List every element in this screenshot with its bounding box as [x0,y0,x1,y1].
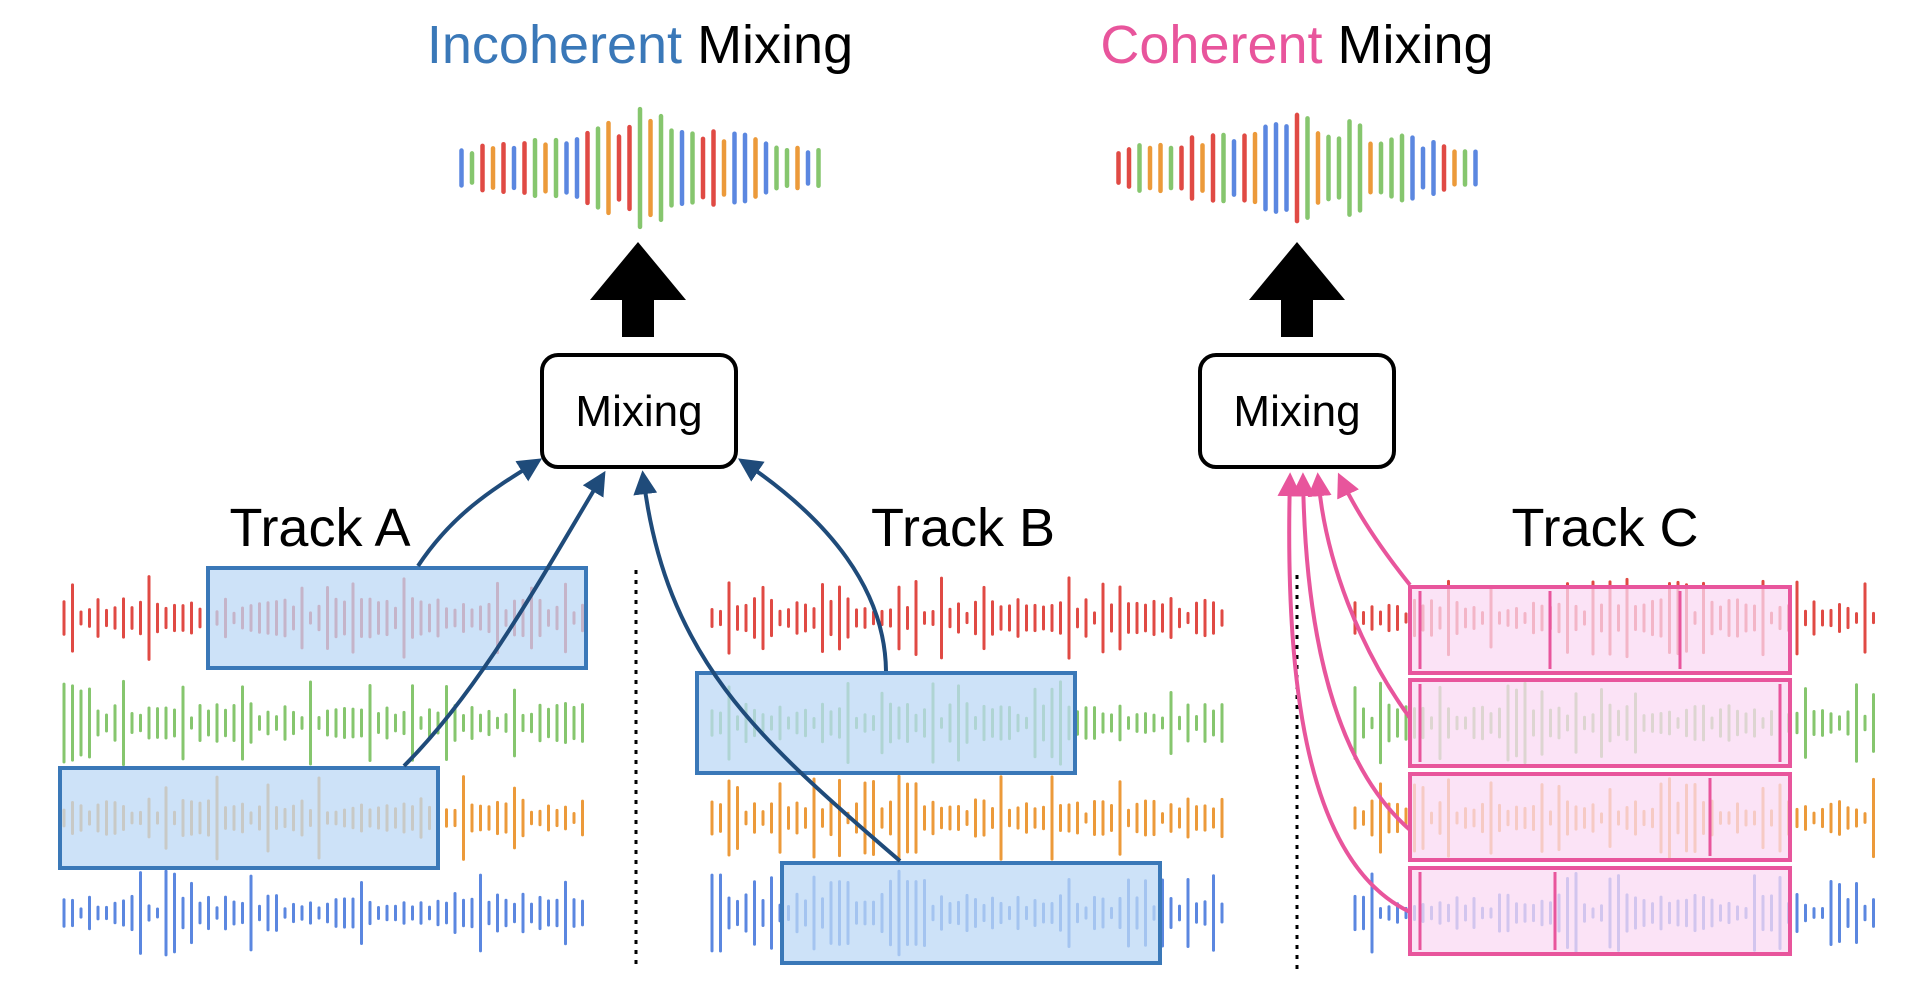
track-a-segments [58,566,588,870]
track-c-segment-blue [1408,866,1792,956]
track-b-label: Track B [871,498,1055,558]
arrow-track-b-blue [633,470,902,863]
coherent-output-waveform-icon [1116,112,1478,224]
arrow-track-a-red [416,458,543,568]
track-c-segment-green [1408,678,1792,768]
arrow-track-a-orange [402,470,606,768]
incoherent-arrows [402,458,902,863]
incoherent-output-waveform-icon [459,106,821,230]
track-b-segment-green [695,671,1077,775]
coherent-arrows [1277,472,1412,914]
up-arrow-icon [1249,242,1345,337]
arrow-track-c-green [1307,472,1412,720]
arrow-track-c-red [1337,472,1412,587]
track-a-segment-red [206,566,588,670]
track-c-label: Track C [1512,498,1699,558]
mixing-label: Mixing [1233,387,1360,436]
incoherent-mixing-box: Mixing [540,353,738,469]
mixing-label: Mixing [575,387,702,436]
track-b-segments [695,671,1162,965]
up-arrow-icon [590,242,686,337]
track-b-segment-blue [780,861,1162,965]
arrow-track-b-green [738,458,888,672]
coherent-mixing-box: Mixing [1198,353,1396,469]
incoherent-title: Incoherent Mixing [427,15,853,75]
arrow-track-c-orange [1291,472,1412,832]
track-c-segment-orange [1408,772,1792,862]
coherent-title: Coherent Mixing [1100,15,1493,75]
track-c-segment-red [1408,585,1792,675]
track-a-segment-orange [58,766,440,870]
track-a-label: Track A [229,498,410,558]
track-c-segments [1408,585,1792,956]
arrow-track-c-blue [1277,472,1411,914]
